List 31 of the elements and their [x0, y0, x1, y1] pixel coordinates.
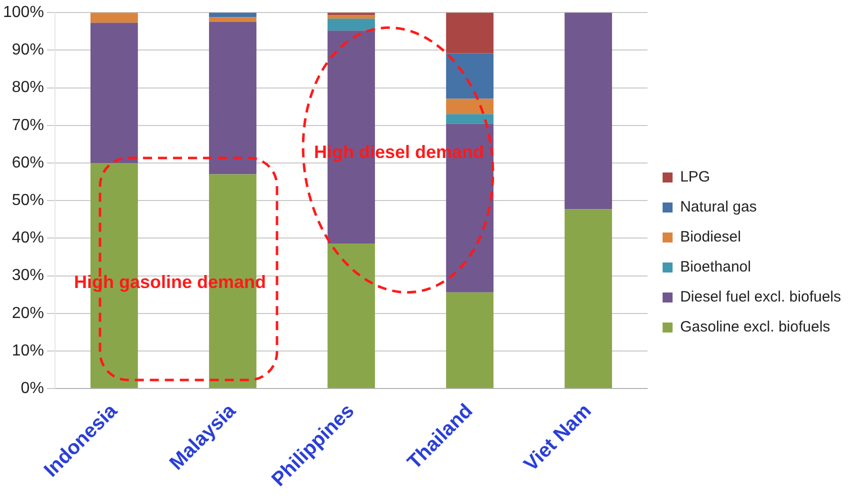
legend-label: Natural gas — [680, 198, 757, 216]
bar — [209, 17, 256, 22]
bar — [446, 292, 494, 388]
y-tick-label: 50% — [12, 192, 44, 210]
y-tick-label: 90% — [12, 42, 44, 59]
bar — [446, 12, 494, 54]
bar — [564, 12, 612, 210]
y-tick-label: 60% — [12, 154, 44, 172]
legend-label: LPG — [680, 168, 710, 186]
bar — [90, 12, 138, 23]
legend-label: Biodiesel — [680, 228, 741, 246]
bar — [209, 22, 256, 174]
y-tick-label: 10% — [12, 342, 44, 360]
y-tick-label: 100% — [3, 4, 44, 22]
bar — [446, 114, 494, 124]
legend-label: Diesel fuel excl. biofuels — [680, 288, 842, 306]
bar — [328, 18, 375, 31]
legend-label: Gasoline excl. biofuels — [680, 318, 830, 336]
y-tick-label: 30% — [12, 267, 44, 284]
y-tick-label: 20% — [12, 304, 44, 322]
y-tick-label: 40% — [12, 230, 44, 247]
y-tick-label: 70% — [12, 116, 44, 134]
bar — [446, 98, 494, 114]
bar — [328, 15, 375, 19]
y-tick-label: 80% — [12, 79, 44, 96]
bar — [564, 209, 612, 388]
bar — [90, 22, 138, 163]
legend-label: Bioethanol — [680, 258, 751, 276]
bar — [328, 243, 375, 388]
bar — [446, 53, 494, 99]
y-tick-label: 0% — [20, 380, 44, 397]
